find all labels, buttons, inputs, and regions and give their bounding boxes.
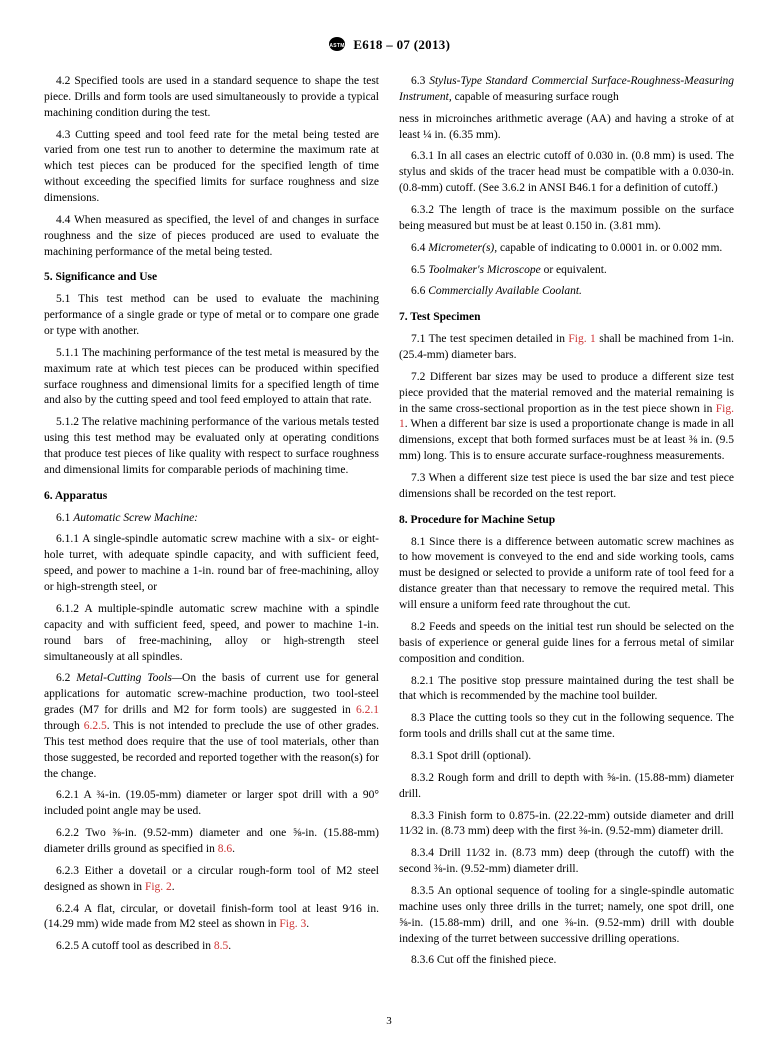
para-8-3-1: 8.3.1 Spot drill (optional). bbox=[399, 749, 734, 765]
ref-fig-1a[interactable]: Fig. 1 bbox=[568, 333, 595, 345]
para-8-2: 8.2 Feeds and speeds on the initial test… bbox=[399, 620, 734, 668]
heading-7: 7. Test Specimen bbox=[399, 310, 734, 326]
t: Automatic Screw Machine: bbox=[73, 512, 198, 524]
page-number: 3 bbox=[0, 1015, 778, 1027]
document-header: ASTM E618 – 07 (2013) bbox=[44, 36, 734, 56]
para-5-1-2: 5.1.2 The relative machining performance… bbox=[44, 415, 379, 478]
para-5-1: 5.1 This test method can be used to eval… bbox=[44, 292, 379, 340]
para-4-2: 4.2 Specified tools are used in a standa… bbox=[44, 74, 379, 122]
para-6-5: 6.5 Toolmaker's Microscope or equivalent… bbox=[399, 263, 734, 279]
t: Micrometer(s), bbox=[428, 242, 497, 254]
para-8-3-2: 8.3.2 Rough form and drill to depth with… bbox=[399, 771, 734, 803]
ref-6-2-5[interactable]: 6.2.5 bbox=[84, 720, 107, 732]
heading-6: 6. Apparatus bbox=[44, 489, 379, 505]
ref-6-2-1[interactable]: 6.2.1 bbox=[356, 704, 379, 716]
para-8-2-1: 8.2.1 The positive stop pressure maintai… bbox=[399, 674, 734, 706]
t: 6.4 bbox=[411, 242, 428, 254]
para-8-3-3: 8.3.3 Finish form to 0.875-in. (22.22-mm… bbox=[399, 809, 734, 841]
para-4-4: 4.4 When measured as specified, the leve… bbox=[44, 213, 379, 261]
para-6-4: 6.4 Micrometer(s), capable of indicating… bbox=[399, 241, 734, 257]
para-6-1: 6.1 Automatic Screw Machine: bbox=[44, 511, 379, 527]
heading-5: 5. Significance and Use bbox=[44, 270, 379, 286]
para-6-1-1: 6.1.1 A single-spindle automatic screw m… bbox=[44, 532, 379, 595]
t: 6.2 bbox=[56, 672, 76, 684]
para-7-1: 7.1 The test specimen detailed in Fig. 1… bbox=[399, 332, 734, 364]
body-columns: 4.2 Specified tools are used in a standa… bbox=[44, 74, 734, 969]
t: . bbox=[232, 843, 235, 855]
t: 7.2 Different bar sizes may be used to p… bbox=[399, 371, 734, 415]
para-6-3-2: 6.3.2 The length of trace is the maximum… bbox=[399, 203, 734, 235]
para-7-2: 7.2 Different bar sizes may be used to p… bbox=[399, 370, 734, 465]
para-6-6: 6.6 Commercially Available Coolant. bbox=[399, 284, 734, 300]
t: or equivalent. bbox=[541, 264, 607, 276]
t: . bbox=[172, 881, 175, 893]
t: 6.5 bbox=[411, 264, 428, 276]
ref-fig-3[interactable]: Fig. 3 bbox=[279, 918, 306, 930]
svg-text:ASTM: ASTM bbox=[329, 43, 344, 49]
para-8-3: 8.3 Place the cutting tools so they cut … bbox=[399, 711, 734, 743]
para-6-2-3: 6.2.3 Either a dovetail or a circular ro… bbox=[44, 864, 379, 896]
t: 7.1 The test specimen detailed in bbox=[411, 333, 568, 345]
para-8-1: 8.1 Since there is a difference between … bbox=[399, 535, 734, 614]
t: Commercially Available Coolant. bbox=[428, 285, 582, 297]
t: 6.3 bbox=[411, 75, 429, 87]
t: 6.2.3 Either a dovetail or a circular ro… bbox=[44, 865, 379, 893]
para-4-3: 4.3 Cutting speed and tool feed rate for… bbox=[44, 128, 379, 207]
t: capable of indicating to 0.0001 in. or 0… bbox=[497, 242, 722, 254]
t: . When a different bar size is used a pr… bbox=[399, 418, 734, 462]
heading-8: 8. Procedure for Machine Setup bbox=[399, 513, 734, 529]
para-6-3: 6.3 Stylus-Type Standard Commercial Surf… bbox=[399, 74, 734, 106]
para-5-1-1: 5.1.1 The machining performance of the t… bbox=[44, 346, 379, 409]
designation-text: E618 – 07 (2013) bbox=[353, 37, 450, 52]
t: 6.2.5 A cutoff tool as described in bbox=[56, 940, 214, 952]
para-8-3-5: 8.3.5 An optional sequence of tooling fo… bbox=[399, 884, 734, 947]
para-7-3: 7.3 When a different size test piece is … bbox=[399, 471, 734, 503]
para-6-3-cont: ness in microinches arithmetic average (… bbox=[399, 112, 734, 144]
para-8-3-4: 8.3.4 Drill 11⁄32 in. (8.73 mm) deep (th… bbox=[399, 846, 734, 878]
t: 6.6 bbox=[411, 285, 428, 297]
para-6-2-5: 6.2.5 A cutoff tool as described in 8.5. bbox=[44, 939, 379, 955]
ref-fig-2[interactable]: Fig. 2 bbox=[145, 881, 172, 893]
para-6-2-2: 6.2.2 Two ⅜-in. (9.52-mm) diameter and o… bbox=[44, 826, 379, 858]
para-6-2: 6.2 Metal-Cutting Tools—On the basis of … bbox=[44, 671, 379, 782]
t: through bbox=[44, 720, 84, 732]
t: capable of measuring surface rough bbox=[452, 91, 619, 103]
astm-logo: ASTM bbox=[328, 36, 346, 56]
t: 6.1 bbox=[56, 512, 73, 524]
t: 6.2.4 A flat, circular, or dovetail fini… bbox=[44, 903, 379, 931]
t: 6.2.2 Two ⅜-in. (9.52-mm) diameter and o… bbox=[44, 827, 379, 855]
para-6-1-2: 6.1.2 A multiple-spindle automatic screw… bbox=[44, 602, 379, 665]
t: . bbox=[228, 940, 231, 952]
ref-8-6[interactable]: 8.6 bbox=[218, 843, 232, 855]
t: Metal-Cutting Tools— bbox=[76, 672, 182, 684]
para-6-3-1: 6.3.1 In all cases an electric cutoff of… bbox=[399, 149, 734, 197]
para-8-3-6: 8.3.6 Cut off the finished piece. bbox=[399, 953, 734, 969]
ref-8-5[interactable]: 8.5 bbox=[214, 940, 228, 952]
page-container: ASTM E618 – 07 (2013) 4.2 Specified tool… bbox=[0, 0, 778, 1041]
para-6-2-1: 6.2.1 A ¾-in. (19.05-mm) diameter or lar… bbox=[44, 788, 379, 820]
t: Toolmaker's Microscope bbox=[428, 264, 540, 276]
t: . bbox=[306, 918, 309, 930]
para-6-2-4: 6.2.4 A flat, circular, or dovetail fini… bbox=[44, 902, 379, 934]
